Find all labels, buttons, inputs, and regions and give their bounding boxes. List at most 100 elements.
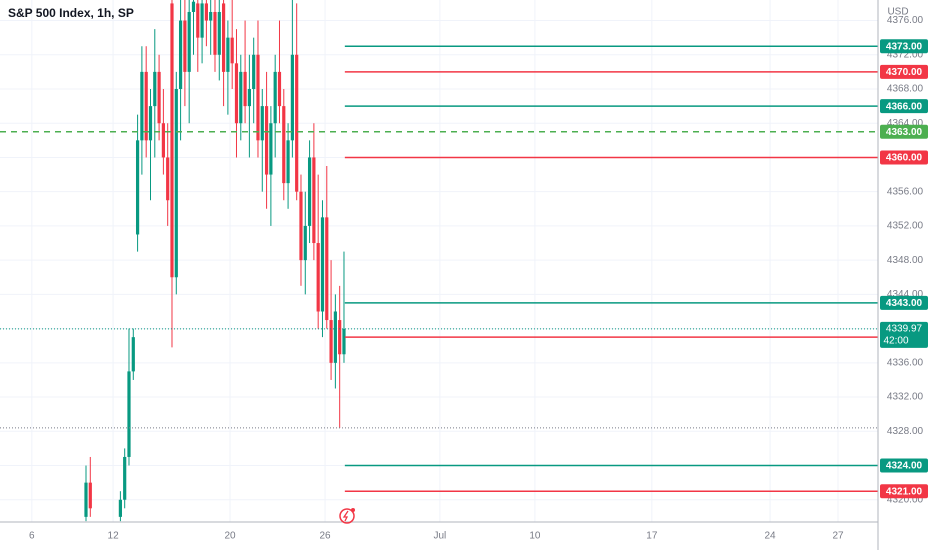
x-tick-label: 24 [765,531,777,542]
candle-body [256,54,260,141]
countdown: 42:00 [883,336,908,347]
candle-body [243,71,247,107]
candle-body [131,337,135,372]
candle-body [144,71,148,141]
x-tick-label: 17 [646,531,658,542]
level-label: 4343.00 [886,298,923,309]
candle-body [213,11,217,55]
candle-body [135,140,140,235]
x-tick-label: 10 [529,531,541,542]
price-badge [880,124,928,139]
candle-body [273,71,277,124]
candle-body [316,243,320,312]
x-tick-label: 6 [29,531,35,542]
candle-body [239,71,243,124]
y-tick-label: 4372.00 [887,49,924,60]
last-price-label: 4339.97 [886,324,923,335]
price-badge [880,99,928,114]
candle-body [200,3,204,38]
x-tick-label: 26 [319,531,331,542]
y-tick-label: 4356.00 [887,186,924,197]
x-tick-label: 27 [832,531,844,542]
y-tick-label: 4332.00 [887,392,924,403]
candle-body [260,106,264,141]
candle-body [320,217,325,312]
candle-body [178,20,183,89]
candle-body [226,37,230,72]
candle-body [170,3,174,278]
level-label: 4366.00 [886,101,923,112]
candle-body [196,3,200,38]
axes: 4320.004324.004328.004332.004336.004340.… [29,15,928,542]
y-tick-label: 4352.00 [887,221,924,232]
candle-body [286,140,290,184]
y-tick-label: 4368.00 [887,84,924,95]
candle-body [140,71,144,141]
candle-body [161,123,165,158]
candle-body [234,63,239,124]
candle-body [166,157,170,201]
x-tick-label: 20 [224,531,236,542]
candle-body [325,217,329,321]
price-badge [880,458,928,473]
candle-body [157,71,161,124]
grid [0,0,878,522]
level-label: 4363.00 [886,127,923,138]
y-tick-label: 4348.00 [887,255,924,266]
candle-body [307,157,312,226]
candle-body [118,499,122,517]
candle-body [264,106,269,175]
y-tick-label: 4328.00 [887,426,924,437]
candle-body [277,71,282,107]
chart-title: S&P 500 Index, 1h, SP [8,6,134,20]
x-tick-label: Jul [433,531,446,542]
candle-body [209,11,213,21]
candle-body [217,11,221,55]
price-badge [880,150,928,165]
candle-body [295,54,299,192]
candle-body [84,482,88,517]
candle-body [88,482,92,509]
candle-body [174,88,178,278]
price-badge [880,39,928,54]
candle-body [282,106,286,184]
price-badge [880,295,928,310]
price-badge [880,321,928,348]
replay-icon[interactable] [339,508,355,524]
candle-body [127,371,131,457]
level-label: 4324.00 [886,461,923,472]
x-tick-label: 12 [108,531,120,542]
candle-body [148,106,153,141]
y-tick-label: 4336.00 [887,357,924,368]
candle-body [312,157,316,244]
candle-body [247,88,251,107]
plot [0,0,878,522]
y-tick-label: 4376.00 [887,15,924,26]
y-tick-label: 4344.00 [887,289,924,300]
candle-body [342,328,346,355]
candle-body [269,123,273,175]
candle-body [183,20,187,72]
candle-body [191,1,196,12]
candle-body [221,3,226,72]
candle-body [338,320,342,355]
currency: USD [887,7,908,18]
candle-body [290,54,294,141]
level-label: 4321.00 [886,486,923,497]
candle-body [329,320,333,363]
y-tick-label: 4364.00 [887,118,924,129]
y-tick-label: 4320.00 [887,494,924,505]
candle-body [299,191,303,261]
level-label: 4373.00 [886,41,923,52]
level-label: 4360.00 [886,153,923,164]
price-badge [880,64,928,79]
candle-body [333,311,337,363]
candle-body [123,456,127,500]
candle-body [153,71,157,107]
candle-body [187,11,191,72]
candle-body [303,225,307,261]
price-badge [880,484,928,499]
candle-body [204,3,208,21]
candle-body [252,54,256,89]
